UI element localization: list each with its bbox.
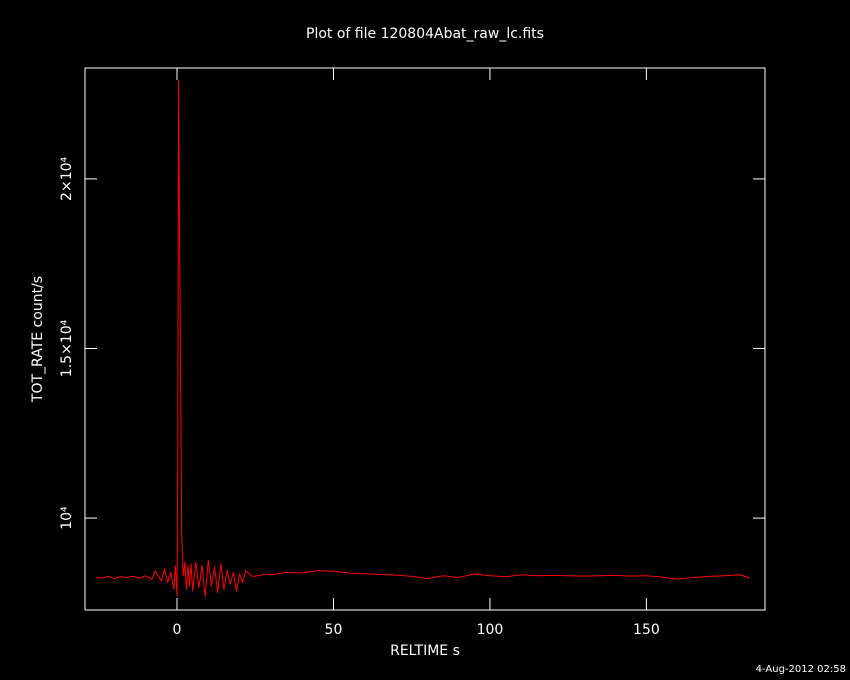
- y-tick-label: 1.5×10⁴: [59, 319, 75, 377]
- data-line: [95, 80, 750, 597]
- y-axis-label: TOT_RATE count/s: [30, 276, 46, 403]
- x-axis-label: RELTIME s: [390, 643, 460, 659]
- x-tick-label: 150: [633, 622, 660, 638]
- y-tick-label: 2×10⁴: [59, 156, 75, 200]
- footer-timestamp: 4-Aug-2012 02:58: [756, 664, 846, 675]
- x-tick-label: 100: [477, 622, 504, 638]
- chart-title: Plot of file 120804Abat_raw_lc.fits: [306, 26, 544, 42]
- plot-frame: [84, 67, 766, 611]
- y-tick-label: 10⁴: [59, 506, 75, 530]
- x-tick-label: 0: [173, 622, 182, 638]
- x-tick-label: 50: [325, 622, 343, 638]
